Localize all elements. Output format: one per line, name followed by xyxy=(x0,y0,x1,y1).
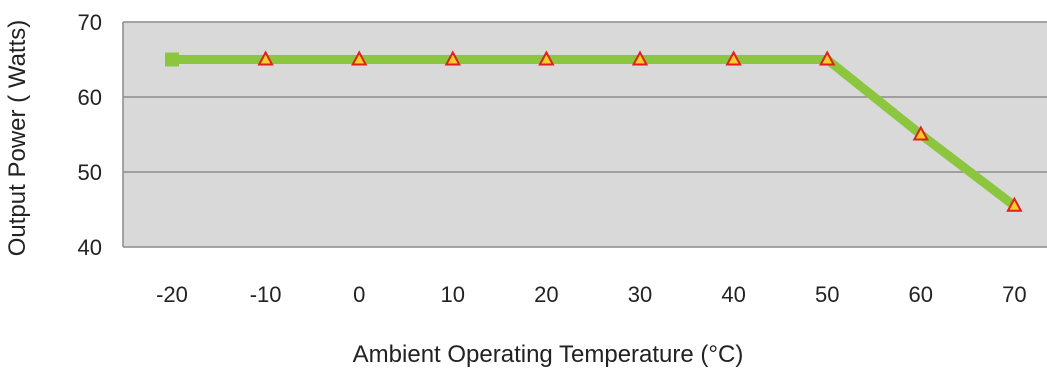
data-point-triangle xyxy=(819,50,836,66)
data-point-triangle xyxy=(1006,196,1023,212)
x-tick-label: -20 xyxy=(156,282,188,307)
x-tick-label: 20 xyxy=(534,282,558,307)
data-point-triangle xyxy=(538,50,555,66)
data-point-triangle xyxy=(351,50,368,66)
x-tick-label: 30 xyxy=(628,282,652,307)
data-point-square xyxy=(165,52,179,67)
x-tick-label: 0 xyxy=(353,282,365,307)
y-tick-label: 70 xyxy=(78,10,102,35)
x-tick-label: -10 xyxy=(250,282,282,307)
gridlines xyxy=(122,21,1047,248)
x-tick-label: 40 xyxy=(721,282,745,307)
x-tick-label: 50 xyxy=(815,282,839,307)
data-point-triangle xyxy=(725,50,742,66)
x-tick-label: 60 xyxy=(909,282,933,307)
series-output-power xyxy=(172,55,1018,210)
x-tick-labels: -20 -10 0 10 20 30 40 50 60 70 xyxy=(156,282,1027,307)
x-tick-label: 10 xyxy=(441,282,465,307)
data-point-triangle xyxy=(631,50,649,66)
y-tick-labels: 40 50 60 70 xyxy=(78,10,102,260)
series-line xyxy=(172,55,1018,210)
y-tick-label: 60 xyxy=(78,85,102,110)
data-point-triangle xyxy=(912,125,929,141)
data-point-triangle xyxy=(257,50,274,66)
y-axis-title: Output Power ( Watts) xyxy=(4,20,31,257)
data-point-triangle xyxy=(444,50,461,66)
y-tick-label: 40 xyxy=(78,235,102,260)
y-tick-label: 50 xyxy=(78,160,102,185)
x-axis-title: Ambient Operating Temperature (°C) xyxy=(353,341,744,368)
x-tick-label: 70 xyxy=(1002,282,1026,307)
data-markers xyxy=(165,50,1023,212)
